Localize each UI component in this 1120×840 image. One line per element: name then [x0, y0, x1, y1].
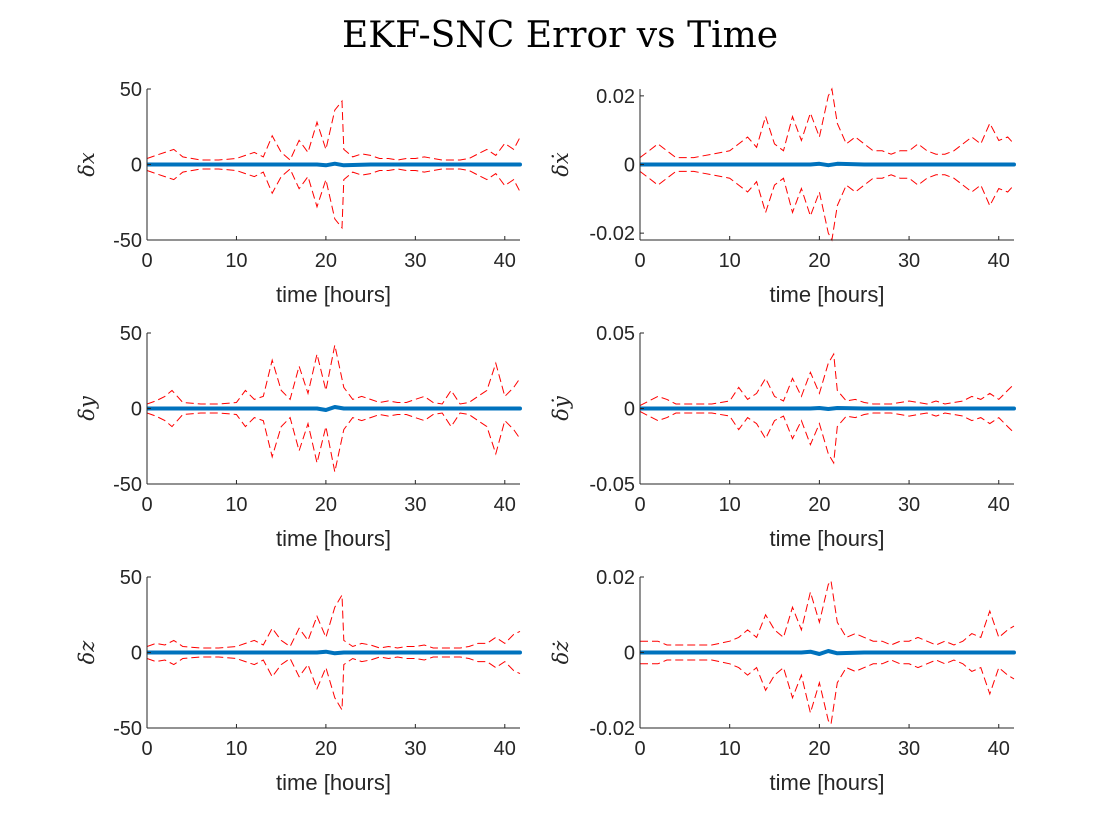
x-tick-label: 30 — [898, 738, 920, 760]
y-axis-label: δż — [549, 640, 573, 665]
lower-bound-line — [640, 659, 1015, 726]
figure-title: EKF-SNC Error vs Time — [342, 15, 778, 56]
y-tick-label: 50 — [120, 79, 142, 101]
y-tick-label: 0 — [131, 643, 142, 665]
y-tick-label: 50 — [120, 323, 142, 345]
y-tick-label: 50 — [120, 567, 142, 589]
y-tick-label: 0.02 — [596, 86, 635, 108]
x-tick-label: 0 — [141, 250, 152, 272]
x-tick-label: 30 — [404, 494, 426, 516]
y-tick-label: -50 — [113, 474, 142, 496]
x-tick-label: 0 — [634, 494, 645, 516]
x-axis-label: time [hours] — [770, 526, 885, 551]
x-tick-label: 30 — [404, 738, 426, 760]
x-axis-label: time [hours] — [276, 282, 391, 307]
y-axis-label: δẋ — [549, 152, 573, 177]
y-tick-label: -0.02 — [589, 223, 635, 245]
upper-bound-line — [147, 99, 521, 161]
x-tick-label: 40 — [988, 738, 1010, 760]
y-tick-label: -0.02 — [589, 718, 635, 740]
x-tick-label: 40 — [988, 494, 1010, 516]
y-axis-label: δẏ — [549, 395, 573, 421]
y-tick-label: -50 — [113, 230, 142, 252]
x-tick-label: 10 — [719, 494, 741, 516]
upper-bound-line — [640, 352, 1015, 406]
y-tick-label: 0 — [624, 643, 635, 665]
error-line — [640, 161, 1016, 168]
x-tick-label: 20 — [315, 494, 337, 516]
y-tick-label: 0.02 — [596, 567, 635, 589]
y-tick-label: 0 — [624, 399, 635, 421]
error-line — [147, 405, 522, 412]
lower-bound-line — [640, 411, 1015, 465]
y-tick-label: 0 — [131, 399, 142, 421]
x-tick-label: 40 — [988, 250, 1010, 272]
x-tick-label: 20 — [808, 250, 830, 272]
x-tick-label: 30 — [898, 494, 920, 516]
x-axis-label: time [hours] — [770, 770, 885, 795]
y-axis-label: δz — [75, 640, 99, 665]
x-tick-label: 20 — [808, 738, 830, 760]
subplot-row-1-right: 0 10 20 30 40 0.02 0 -0.02 time [hours] δẋ — [549, 86, 1016, 307]
lower-bound-line — [147, 656, 521, 712]
error-line — [147, 161, 522, 168]
x-tick-label: 10 — [225, 250, 247, 272]
lower-bound-line — [147, 168, 521, 230]
x-tick-label: 40 — [494, 494, 516, 516]
error-line — [640, 649, 1016, 656]
y-tick-label: -0.05 — [589, 474, 635, 496]
x-tick-label: 10 — [225, 494, 247, 516]
x-axis-label: time [hours] — [770, 282, 885, 307]
x-tick-label: 0 — [634, 738, 645, 760]
x-tick-label: 0 — [141, 738, 152, 760]
y-tick-label: -50 — [113, 718, 142, 740]
error-line — [640, 406, 1016, 411]
x-tick-label: 10 — [719, 738, 741, 760]
x-tick-label: 30 — [404, 250, 426, 272]
x-tick-label: 20 — [808, 494, 830, 516]
x-tick-label: 30 — [898, 250, 920, 272]
upper-bound-line — [640, 87, 1015, 159]
x-tick-label: 10 — [225, 738, 247, 760]
upper-bound-line — [147, 593, 521, 649]
lower-bound-line — [147, 412, 521, 473]
x-tick-label: 20 — [315, 738, 337, 760]
y-tick-label: 0.05 — [596, 323, 635, 345]
upper-bound-line — [640, 579, 1015, 646]
y-axis-label: δy — [75, 395, 99, 421]
upper-bound-line — [147, 344, 521, 405]
lower-bound-line — [640, 170, 1015, 242]
y-tick-label: 0 — [131, 155, 142, 177]
x-axis-label: time [hours] — [276, 526, 391, 551]
x-tick-label: 40 — [494, 738, 516, 760]
y-axis-label: δx — [75, 152, 99, 177]
x-axis-label: time [hours] — [276, 770, 391, 795]
x-tick-label: 0 — [141, 494, 152, 516]
x-tick-label: 40 — [494, 250, 516, 272]
y-tick-label: 0 — [624, 155, 635, 177]
x-tick-label: 20 — [315, 250, 337, 272]
error-line — [147, 649, 522, 656]
x-tick-label: 10 — [719, 250, 741, 272]
x-tick-label: 0 — [634, 250, 645, 272]
